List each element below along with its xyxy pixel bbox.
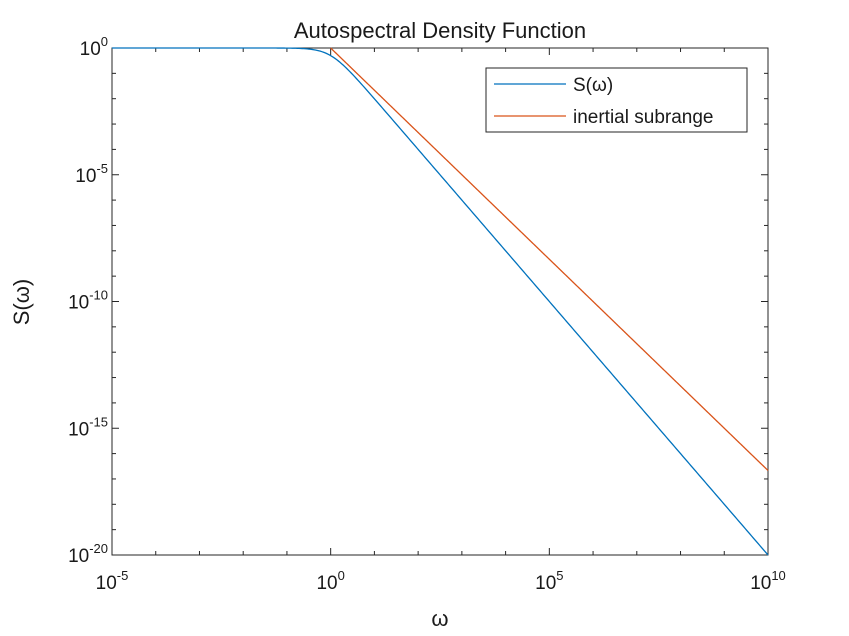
x-axis-label: ω xyxy=(431,606,448,631)
x-tick-label: 10-5 xyxy=(96,568,129,594)
y-tick-label: 100 xyxy=(80,34,108,60)
legend-entry-label: S(ω) xyxy=(573,75,613,96)
legend-box xyxy=(485,67,748,133)
y-axis-label: S(ω) xyxy=(9,279,34,326)
series-layer xyxy=(112,47,769,556)
x-tick-label: 105 xyxy=(535,568,563,594)
y-tick-label: 10-15 xyxy=(68,414,108,440)
x-tick-label: 1010 xyxy=(750,568,786,594)
y-tick-label: 10-5 xyxy=(75,161,108,187)
series-line-1 xyxy=(112,47,769,556)
x-tick-label: 100 xyxy=(316,568,344,594)
chart-title: Autospectral Density Function xyxy=(294,18,586,43)
y-tick-label: 10-10 xyxy=(68,288,108,314)
legend-entry-label: inertial subrange xyxy=(573,107,713,128)
series-line-2 xyxy=(330,47,769,471)
y-tick-label: 10-20 xyxy=(68,541,108,567)
legend: S(ω) inertial subrange xyxy=(485,67,748,133)
